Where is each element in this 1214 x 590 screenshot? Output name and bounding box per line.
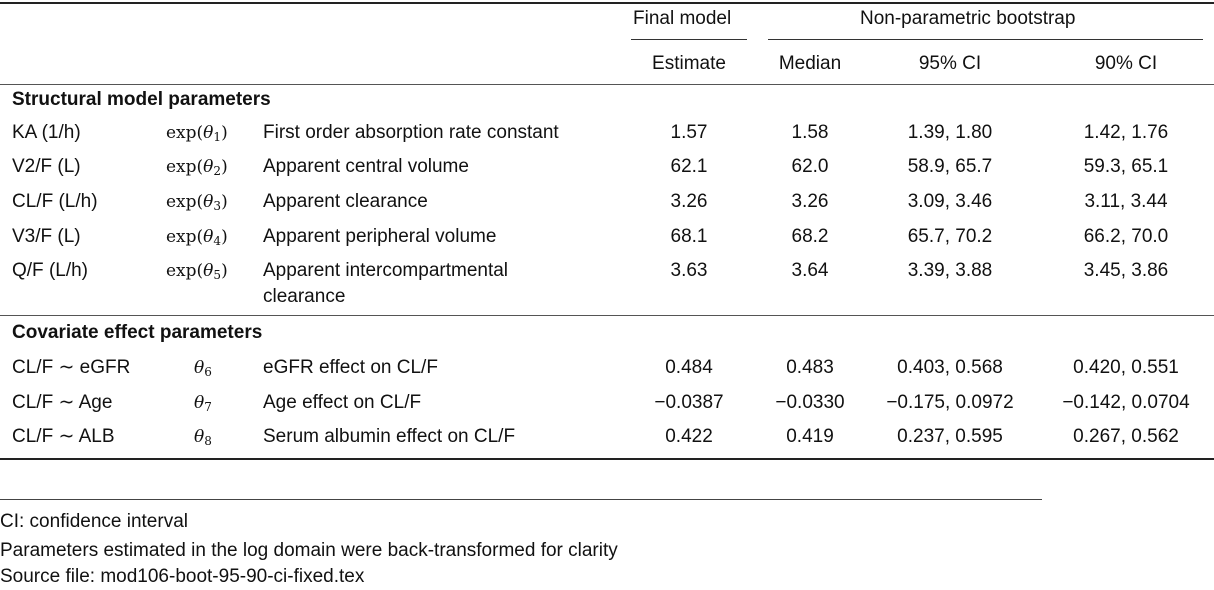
param-description: Apparent central volume [263, 156, 469, 177]
estimate-value: 0.484 [665, 357, 713, 378]
covariate-name: CL/F ∼ ALB [12, 426, 115, 447]
theta-index: 3 [213, 199, 222, 213]
covariate-name: CL/F ∼ Age [12, 392, 113, 413]
header-rule [0, 84, 1214, 85]
param-name: V2/F (L) [12, 156, 81, 177]
ci95-value: 0.403, 0.568 [897, 357, 1003, 378]
ci90-value: 59.3, 65.1 [1083, 156, 1169, 177]
theta-index: 5 [213, 268, 222, 282]
covariate-name: CL/F ∼ eGFR [12, 357, 131, 378]
header-ci90: 90% CI [1094, 53, 1158, 74]
estimate-value: 3.26 [670, 191, 708, 212]
section-title-covariate: Covariate effect parameters [12, 322, 263, 343]
header-ci95: 95% CI [918, 53, 982, 74]
ci95-value: 1.39, 1.80 [907, 122, 993, 143]
exp-function: exp [166, 157, 197, 177]
estimate-value: 3.63 [670, 260, 708, 281]
param-description: Apparent peripheral volume [263, 226, 497, 247]
theta-symbol: exp(θ4) [166, 227, 228, 248]
ci90-value: 3.45, 3.86 [1083, 260, 1169, 281]
median-value: 0.483 [786, 357, 834, 378]
theta-symbol: θ7 [194, 393, 212, 414]
header-median: Median [778, 53, 842, 74]
median-value: 1.58 [791, 122, 829, 143]
theta-symbol: exp(θ2) [166, 157, 228, 178]
estimate-value: 62.1 [670, 156, 708, 177]
ci90-value: 0.267, 0.562 [1073, 426, 1179, 447]
ci90-value: 0.420, 0.551 [1073, 357, 1179, 378]
final-model-underline [631, 39, 747, 40]
footnote-ci: CI: confidence interval [0, 511, 188, 532]
ci90-value: 1.42, 1.76 [1083, 122, 1169, 143]
bottom-rule [0, 458, 1214, 460]
param-name: CL/F (L/h) [12, 191, 98, 212]
header-estimate: Estimate [652, 53, 726, 74]
exp-function: exp [166, 261, 197, 281]
estimate-value: 1.57 [670, 122, 708, 143]
param-description: Apparent clearance [263, 191, 428, 212]
theta-symbol: exp(θ5) [166, 261, 228, 282]
estimate-value: −0.0387 [654, 392, 724, 413]
footnote-backtransform: Parameters estimated in the log domain w… [0, 540, 618, 561]
top-rule [0, 2, 1214, 4]
header-final-model: Final model [633, 8, 732, 29]
median-value: 3.26 [791, 191, 829, 212]
median-value: −0.0330 [775, 392, 845, 413]
covariate-description: eGFR effect on CL/F [263, 357, 438, 378]
theta-symbol: θ6 [194, 358, 212, 379]
param-description: First order absorption rate constant [263, 122, 559, 143]
median-value: 62.0 [791, 156, 829, 177]
theta-symbol: exp(θ3) [166, 192, 228, 213]
theta-index: 1 [213, 130, 222, 144]
covariate-description: Serum albumin effect on CL/F [263, 426, 516, 447]
section-title-structural: Structural model parameters [12, 89, 271, 110]
theta-index: 8 [204, 434, 212, 448]
param-name: Q/F (L/h) [12, 260, 89, 281]
ci95-value: 58.9, 65.7 [907, 156, 993, 177]
ci90-value: −0.142, 0.0704 [1062, 392, 1190, 413]
ci90-value: 3.11, 3.44 [1084, 191, 1168, 212]
theta-index: 2 [213, 164, 222, 178]
median-value: 68.2 [791, 226, 829, 247]
estimate-value: 0.422 [665, 426, 713, 447]
param-name: KA (1/h) [12, 122, 81, 143]
param-description-cont: clearance [263, 286, 346, 307]
header-bootstrap: Non-parametric bootstrap [860, 8, 1076, 29]
footnote-source: Source file: mod106-boot-95-90-ci-fixed.… [0, 566, 365, 587]
ci95-value: 3.09, 3.46 [907, 191, 993, 212]
param-description: Apparent intercompartmental [263, 260, 509, 281]
theta-index: 6 [204, 365, 212, 379]
exp-function: exp [166, 192, 197, 212]
theta-symbol: exp(θ1) [166, 123, 228, 144]
theta-symbol: θ8 [194, 427, 212, 448]
footnote-rule [0, 499, 1042, 500]
ci95-value: 65.7, 70.2 [907, 226, 993, 247]
median-value: 3.64 [791, 260, 829, 281]
bootstrap-underline [768, 39, 1203, 40]
theta-index: 7 [204, 400, 212, 414]
median-value: 0.419 [786, 426, 834, 447]
exp-function: exp [166, 123, 197, 143]
ci95-value: −0.175, 0.0972 [886, 392, 1014, 413]
covariate-description: Age effect on CL/F [263, 392, 422, 413]
ci95-value: 3.39, 3.88 [907, 260, 993, 281]
ci90-value: 66.2, 70.0 [1083, 226, 1169, 247]
exp-function: exp [166, 227, 197, 247]
section-rule [0, 315, 1214, 316]
estimate-value: 68.1 [670, 226, 708, 247]
theta-index: 4 [213, 234, 222, 248]
param-name: V3/F (L) [12, 226, 81, 247]
ci95-value: 0.237, 0.595 [897, 426, 1003, 447]
